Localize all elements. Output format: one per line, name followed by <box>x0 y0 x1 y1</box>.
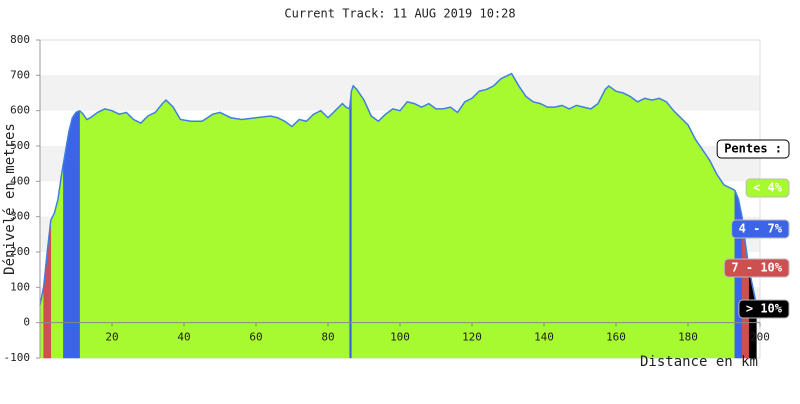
y-tick-label: -100 <box>4 351 31 364</box>
legend-item-text: < 4% <box>753 181 783 195</box>
legend-item-text: 4 - 7% <box>739 222 783 236</box>
y-tick-label: 0 <box>23 316 30 329</box>
legend-title: Pentes : <box>716 139 790 159</box>
legend-item-text: 7 - 10% <box>731 261 782 275</box>
x-tick-label: 60 <box>249 331 262 344</box>
slope-area <box>79 99 350 359</box>
y-tick-label: 700 <box>10 68 30 81</box>
x-axis-title: Distance en km <box>640 354 758 370</box>
x-tick-label: 20 <box>105 331 118 344</box>
plot-area <box>36 39 761 359</box>
profile-line <box>39 287 45 306</box>
y-tick-label: 800 <box>10 33 30 46</box>
legend-title-text: Pentes : <box>724 142 782 156</box>
y-tick-label: 400 <box>10 174 30 187</box>
y-tick-label: 100 <box>10 280 30 293</box>
legend-item-box <box>731 219 790 239</box>
legend-item-box <box>745 178 790 198</box>
x-tick-label: 40 <box>177 331 190 344</box>
legend-item-box <box>738 299 790 319</box>
legend-item: 7 - 10% <box>723 258 790 278</box>
x-tick-label: 100 <box>390 331 410 344</box>
legend-item: 4 - 7% <box>731 219 790 239</box>
x-tick-label: 120 <box>462 331 482 344</box>
y-tick-label: 500 <box>10 139 30 152</box>
profile-line <box>734 189 743 217</box>
profile-line <box>350 72 736 191</box>
x-tick-label: 180 <box>678 331 698 344</box>
y-axis-title: Dénivelé en metres <box>2 123 18 275</box>
y-tick-label: 300 <box>10 210 30 223</box>
profile-line <box>42 220 52 288</box>
slope-area <box>349 91 352 359</box>
legend-title-box <box>716 139 790 159</box>
legend-item-text: > 10% <box>746 302 783 316</box>
slope-area <box>351 73 736 359</box>
profile-line <box>62 109 80 164</box>
chart-title: Current Track: 11 AUG 2019 10:28 <box>284 7 515 21</box>
x-tick-label: 140 <box>534 331 554 344</box>
x-tick-label: 160 <box>606 331 626 344</box>
profile-line <box>348 91 353 109</box>
legend-item-box <box>723 258 790 278</box>
profile-line <box>50 163 65 221</box>
y-tick-label: 200 <box>10 245 30 258</box>
legend-item: < 4% <box>745 178 790 198</box>
legend-item: > 10% <box>738 299 790 319</box>
x-tick-label: 80 <box>321 331 334 344</box>
y-tick-label: 600 <box>10 104 30 117</box>
x-tick-label: 200 <box>750 331 770 344</box>
profile-line <box>79 99 350 128</box>
